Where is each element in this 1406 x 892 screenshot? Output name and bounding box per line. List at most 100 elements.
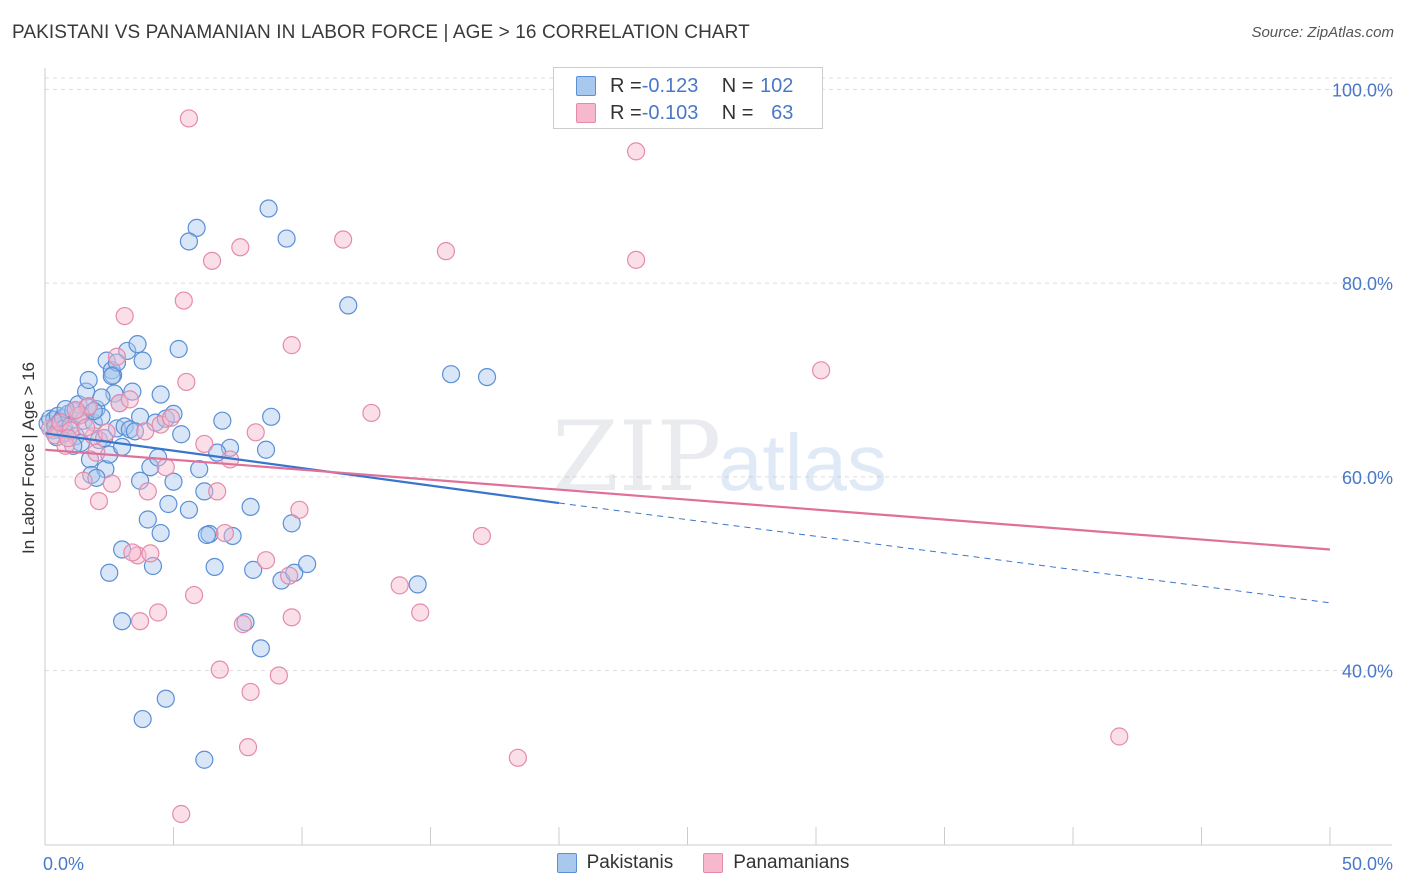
panamanians-point [156,458,175,477]
legend-item-pakistanis[interactable]: Pakistanis [556,852,674,874]
pakistanis-point [179,232,199,251]
pakistanis-point [115,417,134,436]
pakistanis-point [179,500,199,519]
pakistanis-point [133,709,152,729]
panamanians-point [184,585,204,605]
chart-title: PAKISTANI VS PANAMANIAN IN LABOR FORCE |… [12,22,750,43]
panamanians-point [812,361,831,380]
panamanians-point [148,603,168,622]
pakistanis-point [133,351,152,370]
pakistanis-point [197,525,217,545]
pakistanis-point [151,523,170,543]
pakistanis-point [256,440,276,459]
panamanians-point [120,390,139,409]
x-tick-label: 0.0% [43,854,84,874]
panamanians-point [179,109,199,128]
pakistanis-trend-extension [558,502,1331,604]
panamanians-point [102,474,121,493]
panamanians-point [77,418,96,437]
y-tick-label: 100.0% [1332,80,1393,100]
panamanians-point [202,251,222,270]
panamanians-point [210,660,229,679]
panamanians-point [130,612,150,631]
panamanians-point [215,523,234,543]
panamanians-point [472,526,491,546]
points-layer [38,109,1129,824]
panamanians-point [233,615,252,634]
panamanians-point [208,482,227,501]
panamanians-point [195,434,214,454]
panamanians-point [151,415,170,434]
source-credit: Source: ZipAtlas.com [1251,24,1394,41]
pakistanis-trend-line [44,432,560,505]
panamanians-point [282,336,301,355]
pakistanis-point [408,575,427,594]
pakistanis-point [112,437,132,456]
pakistanis-point [138,510,157,529]
panamanians-point [246,423,265,442]
panamanians-point [161,408,181,427]
pakistanis-point [102,367,121,386]
panamanians-point [136,422,155,441]
stats-legend: R = -0.123 N = 102 R = -0.103 N = 63 [553,67,823,129]
panamanians-point [123,543,142,562]
watermark: ZIP atlas [552,401,887,513]
pakistanis-point [159,494,178,514]
panamanians-point [334,230,353,249]
pakistanis-point [100,563,119,582]
pakistanis-point [205,557,224,577]
panamanians-point [174,291,193,310]
pakistanis-point [285,563,304,582]
legend-r-label: R = [610,101,642,124]
pakistanis-point [477,367,497,387]
panamanians-point [74,471,93,490]
legend-r-value: -0.123 [641,74,699,97]
pakistanis-point [251,639,270,658]
pakistanis-point [213,411,232,430]
pakistanis-point [151,385,170,404]
pakistanis-point [112,612,132,631]
panamanians-point [362,403,381,423]
pakistanis-point [172,425,191,444]
panamanians-point [280,566,299,585]
y-axis-title: In Labor Force | Age > 16 [19,362,38,554]
panamanians-swatch [576,103,596,123]
legend-row-panamanians: R = -0.103 N = 63 [576,100,793,126]
grid-layer [45,77,1392,672]
pakistanis-point [80,450,100,469]
panamanians-trend-line [44,448,1331,551]
panamanians-point [107,347,127,366]
pakistanis-swatch [556,853,577,873]
legend-item-panamanians[interactable]: Panamanians [703,852,849,874]
panamanians-swatch [703,853,724,873]
axis-layer: 100.0% 80.0% 60.0% 40.0% 0.0% 50.0% [43,68,1393,874]
legend-n-label: N = [721,101,754,124]
watermark-atlas: atlas [718,418,887,507]
legend-row-pakistanis: R = -0.123 N = 102 [576,73,793,99]
pakistanis-point [277,229,296,248]
legend-n-value: 63 [771,101,794,124]
y-tick-label: 40.0% [1342,662,1393,682]
panamanians-point [241,682,260,702]
pakistanis-point [107,353,127,372]
trend-layer [44,432,1331,604]
panamanians-point [390,576,409,595]
panamanians-point [269,666,288,685]
pakistanis-point [236,613,255,632]
panamanians-point [1110,727,1129,746]
pakistanis-point [92,388,111,407]
panamanians-point [256,551,276,570]
pakistanis-point [169,339,188,359]
y-tick-label: 80.0% [1342,274,1393,294]
pakistanis-point [244,560,263,579]
pakistanis-point [282,514,301,533]
pakistanis-point [259,199,278,218]
panamanians-point [626,250,646,269]
panamanians-point [89,491,109,511]
pakistanis-point [441,365,461,384]
legend-label-pakistanis: Pakistanis [586,852,674,873]
panamanians-point [172,804,191,824]
panamanians-point [66,400,85,420]
pakistanis-point [125,422,145,441]
panamanians-point [115,306,134,326]
